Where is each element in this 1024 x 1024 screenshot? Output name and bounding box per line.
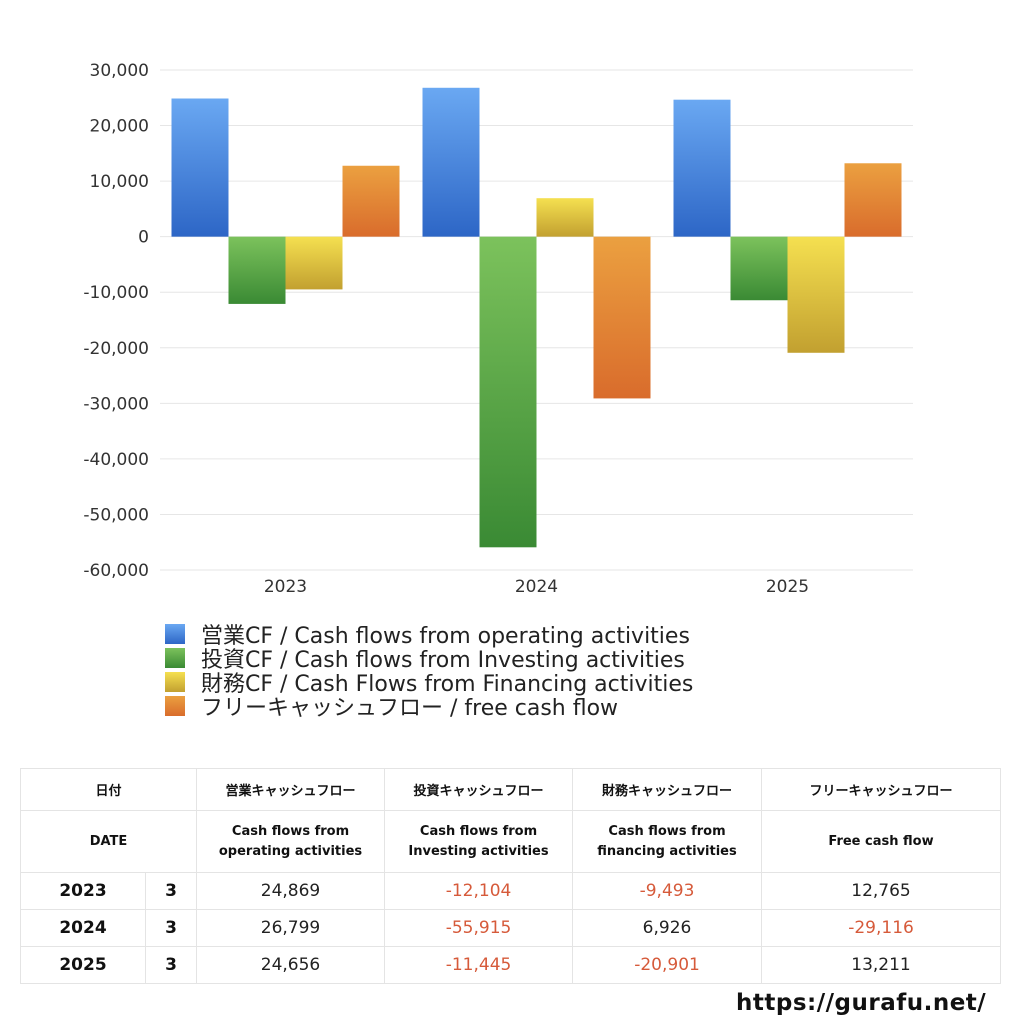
header-free-cash-flow-en: Free cash flow <box>761 810 1002 873</box>
row-year: 2023 <box>20 872 146 910</box>
x-tick-label: 2025 <box>766 577 809 597</box>
cash-flow-table: 日付 営業キャッシュフロー 投資キャッシュフロー 財務キャッシュフロー フリーキ… <box>19 768 1002 984</box>
y-axis-tick-labels: 30,000 20,000 10,000 0 -10,000 -20,000 -30,000… <box>83 61 149 581</box>
bar-free-cash-flow-2023 <box>342 165 400 237</box>
bar-free-cash-flow-2025 <box>844 163 902 237</box>
header-financing-en-line1: Cash flows from <box>608 823 726 839</box>
legend-swatch-investing <box>165 648 185 668</box>
x-tick-label: 2023 <box>264 577 307 597</box>
source-url: https://gurafu.net/ <box>736 990 987 1016</box>
header-free-cash-flow-jp: フリーキャッシュフロー <box>761 768 1002 811</box>
cell-free-cash-flow: 12,765 <box>761 872 1002 910</box>
header-free-cash-flow-en-line: Free cash flow <box>828 833 934 849</box>
x-axis-tick-labels: 2023 2024 2025 <box>264 577 809 597</box>
y-tick-label: 20,000 <box>90 117 149 137</box>
bar-financing-2024 <box>536 198 594 237</box>
legend-item-investing: 投資CF / Cash flows from Investing activit… <box>165 646 693 673</box>
header-date-jp: 日付 <box>19 768 198 811</box>
header-operating-en-line2: operating activities <box>218 843 363 859</box>
cell-operating: 24,656 <box>196 946 386 984</box>
header-date-en: DATE <box>19 810 198 873</box>
legend-label-investing: 投資CF / Cash flows from Investing activit… <box>201 648 685 673</box>
cell-financing: -20,901 <box>572 946 763 984</box>
row-year: 2024 <box>20 909 146 947</box>
y-tick-label: -50,000 <box>83 505 149 525</box>
y-tick-label: 0 <box>138 228 149 248</box>
bar-operating-2023 <box>171 98 229 237</box>
bar-financing-2023 <box>285 236 343 290</box>
header-investing-en: Cash flows from Investing activities <box>384 810 574 873</box>
cell-financing: 6,926 <box>572 909 763 947</box>
header-investing-jp: 投資キャッシュフロー <box>384 768 574 811</box>
cell-investing: -12,104 <box>384 872 574 910</box>
y-tick-label: 10,000 <box>90 172 149 192</box>
cell-operating: 26,799 <box>196 909 386 947</box>
table-header-row-en: DATE Cash flows from operating activities… <box>19 810 1002 873</box>
legend-label-operating: 営業CF / Cash flows from operating activit… <box>201 624 690 649</box>
row-month: 3 <box>144 872 198 910</box>
x-tick-label: 2024 <box>515 577 558 597</box>
cell-free-cash-flow: 13,211 <box>761 946 1002 984</box>
row-month: 3 <box>144 946 198 984</box>
y-tick-label: -10,000 <box>83 283 149 303</box>
header-operating-en-line1: Cash flows from <box>231 823 350 839</box>
header-operating-jp: 営業キャッシュフロー <box>196 768 386 811</box>
bar-investing-2024 <box>479 236 537 548</box>
legend-swatch-free-cash-flow <box>165 696 185 716</box>
y-tick-label: 30,000 <box>90 61 149 81</box>
header-investing-en-line2: Investing activities <box>408 843 549 859</box>
bars <box>171 87 902 548</box>
y-tick-label: -60,000 <box>83 561 149 581</box>
table-header-row-jp: 日付 営業キャッシュフロー 投資キャッシュフロー 財務キャッシュフロー フリーキ… <box>19 768 1002 811</box>
header-financing-jp: 財務キャッシュフロー <box>572 768 763 811</box>
y-tick-label: -40,000 <box>83 450 149 470</box>
cell-investing: -11,445 <box>384 946 574 984</box>
header-investing-en-line1: Cash flows from <box>419 823 538 839</box>
cell-investing: -55,915 <box>384 909 574 947</box>
bar-operating-2025 <box>673 99 731 237</box>
cell-operating: 24,869 <box>196 872 386 910</box>
header-financing-en: Cash flows from financing activities <box>572 810 763 873</box>
legend-swatch-operating <box>165 624 185 644</box>
cell-financing: -9,493 <box>572 872 763 910</box>
bar-investing-2025 <box>730 236 788 301</box>
table-row: 2023 3 24,869 -12,104 -9,493 12,765 <box>20 872 1002 910</box>
legend-swatch-financing <box>165 672 185 692</box>
legend-item-operating: 営業CF / Cash flows from operating activit… <box>165 622 693 649</box>
bar-financing-2025 <box>787 236 845 353</box>
bar-operating-2024 <box>422 87 480 237</box>
table-row: 2024 3 26,799 -55,915 6,926 -29,116 <box>20 909 1002 947</box>
cell-free-cash-flow: -29,116 <box>761 909 1002 947</box>
legend-label-free-cash-flow: フリーキャッシュフロー / free cash flow <box>201 696 619 721</box>
legend-label-financing: 財務CF / Cash Flows from Financing activit… <box>201 672 694 697</box>
row-month: 3 <box>144 909 198 947</box>
row-year: 2025 <box>20 946 146 984</box>
chart-legend: 営業CF / Cash flows from operating activit… <box>165 622 693 721</box>
cash-flow-bar-chart: 30,000 20,000 10,000 0 -10,000 -20,000 -30,000… <box>83 61 913 597</box>
header-operating-en: Cash flows from operating activities <box>196 810 386 873</box>
y-tick-label: -30,000 <box>83 394 149 414</box>
legend-item-financing: 財務CF / Cash Flows from Financing activit… <box>165 670 693 697</box>
header-date-en-line: DATE <box>89 833 128 849</box>
bar-investing-2023 <box>228 236 286 304</box>
table-row: 2025 3 24,656 -11,445 -20,901 13,211 <box>20 946 1002 984</box>
header-financing-en-line2: financing activities <box>597 843 737 859</box>
legend-item-free-cash-flow: フリーキャッシュフロー / free cash flow <box>165 694 693 721</box>
y-tick-label: -20,000 <box>83 339 149 359</box>
bar-free-cash-flow-2024 <box>593 236 651 399</box>
